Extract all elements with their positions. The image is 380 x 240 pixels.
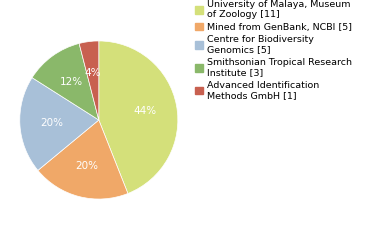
Wedge shape — [38, 120, 128, 199]
Text: 4%: 4% — [85, 68, 101, 78]
Text: 12%: 12% — [59, 77, 82, 87]
Text: 44%: 44% — [134, 106, 157, 116]
Wedge shape — [79, 41, 99, 120]
Text: 20%: 20% — [40, 118, 63, 128]
Legend: University of Malaya, Museum
of Zoology [11], Mined from GenBank, NCBI [5], Cent: University of Malaya, Museum of Zoology … — [195, 0, 352, 100]
Text: 20%: 20% — [76, 161, 98, 171]
Wedge shape — [99, 41, 178, 193]
Wedge shape — [20, 78, 99, 170]
Wedge shape — [32, 43, 99, 120]
